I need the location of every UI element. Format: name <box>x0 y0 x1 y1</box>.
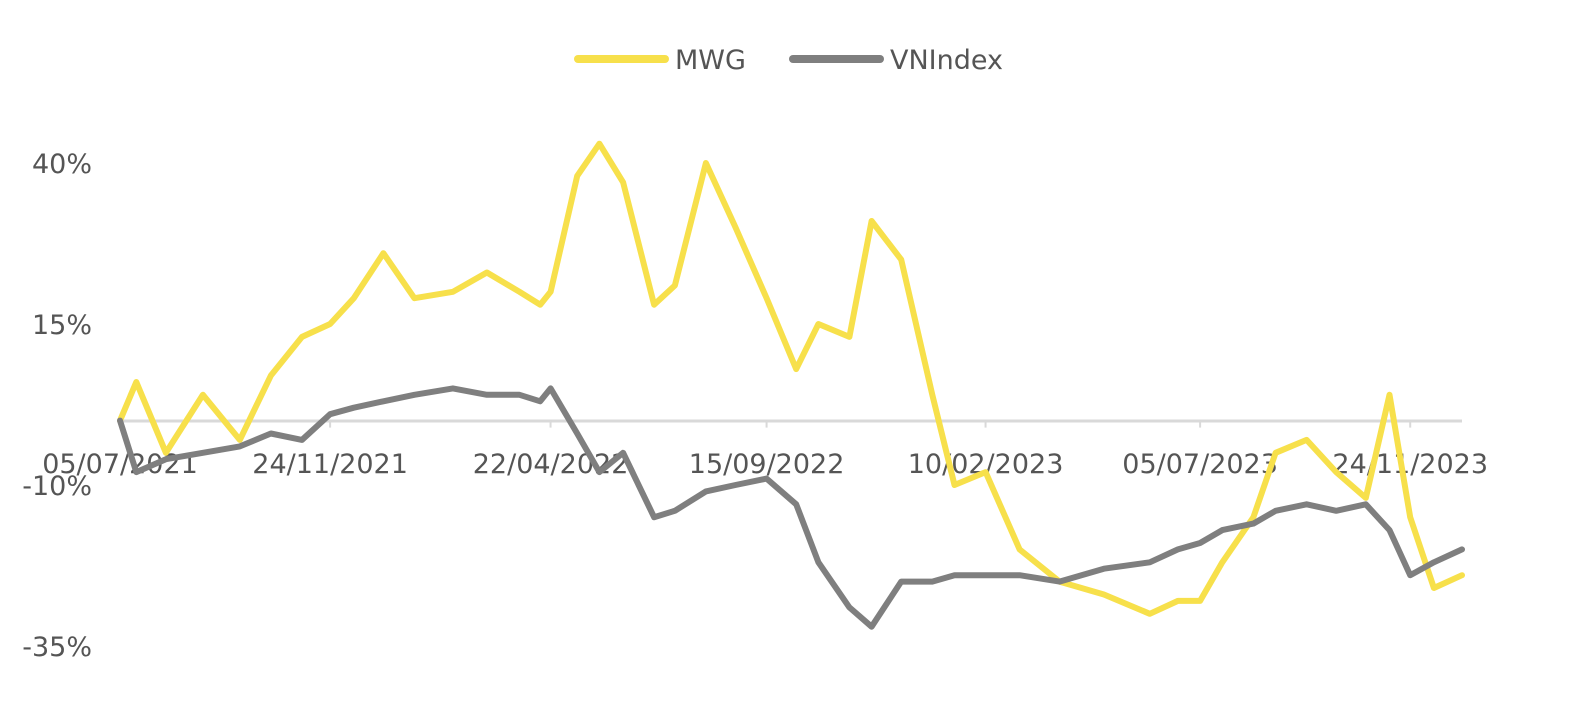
x-tick-label: 24/11/2021 <box>252 449 408 480</box>
y-tick-label: -10% <box>22 471 92 502</box>
legend-label-vnindex: VNIndex <box>890 45 1003 76</box>
y-tick-label: -35% <box>22 632 92 663</box>
series-line-vnindex <box>117 385 1465 630</box>
legend: MWG VNIndex <box>574 45 1003 76</box>
x-tick-label: 05/07/2023 <box>1122 449 1278 480</box>
y-axis: 40% 15% -10% -35% <box>22 149 92 663</box>
y-tick-label: 15% <box>32 310 92 341</box>
x-tick-label: 24/11/2023 <box>1332 449 1488 480</box>
x-tick-label: 05/07/2021 <box>42 449 198 480</box>
series-line-mwg <box>117 140 1465 617</box>
x-tick-label: 15/09/2022 <box>689 449 845 480</box>
x-axis: 05/07/2021 24/11/2021 22/04/2022 15/09/2022… <box>42 420 1488 480</box>
x-tick-label: 22/04/2022 <box>473 449 629 480</box>
plot-area <box>117 140 1465 630</box>
legend-label-mwg: MWG <box>675 45 746 76</box>
y-tick-label: 40% <box>32 149 92 180</box>
